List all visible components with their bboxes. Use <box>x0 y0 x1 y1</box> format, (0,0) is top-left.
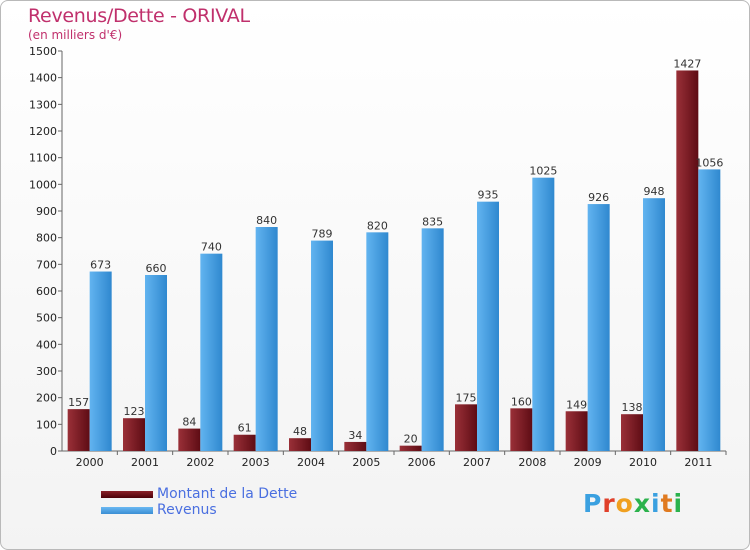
revenus-bar <box>477 201 499 451</box>
legend-item-revenus: Revenus <box>101 502 297 518</box>
logo-letter: r <box>602 489 616 518</box>
logo-letter: x <box>633 489 651 518</box>
revenus-bar <box>698 169 721 451</box>
revenus-value-label: 673 <box>90 259 111 272</box>
x-tick-label: 2003 <box>242 456 270 469</box>
dette-value-label: 1427 <box>673 57 701 70</box>
revenus-bar <box>255 227 278 451</box>
x-tick-label: 2006 <box>408 456 436 469</box>
chart-title: Revenus/Dette - ORIVAL <box>28 5 250 27</box>
y-tick-label: 1300 <box>29 98 57 111</box>
dette-bar <box>565 411 588 451</box>
y-tick-label: 0 <box>50 445 57 458</box>
revenus-value-label: 1056 <box>695 156 723 169</box>
revenus-bar <box>532 177 555 451</box>
dette-value-label: 160 <box>511 395 532 408</box>
y-tick-label: 400 <box>36 338 57 351</box>
y-tick-label: 800 <box>36 232 57 245</box>
dette-bar <box>676 70 699 451</box>
dette-bar <box>178 428 201 451</box>
legend-swatch-dette <box>101 490 153 498</box>
y-tick-label: 200 <box>36 392 57 405</box>
revenus-bar <box>200 253 223 451</box>
x-tick-label: 2008 <box>518 456 546 469</box>
y-tick-label: 500 <box>36 312 57 325</box>
revenus-value-label: 789 <box>312 228 333 241</box>
y-tick-label: 900 <box>36 205 57 218</box>
x-tick-label: 2005 <box>352 456 380 469</box>
dette-bar <box>399 445 422 451</box>
dette-value-label: 123 <box>124 405 145 418</box>
logo-letter: P <box>583 489 603 518</box>
dette-value-label: 157 <box>68 396 89 409</box>
y-tick-label: 100 <box>36 418 57 431</box>
y-tick-label: 1500 <box>29 45 57 58</box>
revenus-value-label: 820 <box>367 219 388 232</box>
x-tick-label: 2004 <box>297 456 325 469</box>
revenus-value-label: 926 <box>588 191 609 204</box>
legend: Montant de la Dette Revenus <box>101 486 297 518</box>
revenus-bar <box>587 204 610 451</box>
dette-bar <box>289 438 311 451</box>
dette-bar <box>344 441 367 451</box>
logo-letter: t <box>660 489 674 518</box>
revenus-bar <box>311 240 333 451</box>
legend-swatch-revenus <box>101 506 153 514</box>
x-tick-label: 2009 <box>574 456 602 469</box>
logo-letter: i <box>651 489 661 518</box>
revenus-bar <box>145 275 167 451</box>
revenus-value-label: 835 <box>422 215 443 228</box>
dette-bar <box>233 434 256 451</box>
dette-bar <box>67 409 90 451</box>
revenus-value-label: 1025 <box>529 165 557 178</box>
dette-value-label: 20 <box>404 433 418 446</box>
y-tick-label: 1200 <box>29 125 57 138</box>
revenus-value-label: 840 <box>256 214 277 227</box>
dette-value-label: 84 <box>182 416 196 429</box>
y-tick-label: 600 <box>36 285 57 298</box>
dette-value-label: 175 <box>456 391 477 404</box>
y-tick-label: 700 <box>36 258 57 271</box>
y-tick-label: 300 <box>36 365 57 378</box>
dette-bar <box>123 418 145 451</box>
x-tick-label: 2001 <box>131 456 159 469</box>
dette-bar <box>455 404 477 451</box>
chart-subtitle: (en milliers d'€) <box>28 28 123 42</box>
revenus-bar <box>366 232 389 451</box>
dette-bar <box>510 408 533 451</box>
dette-value-label: 34 <box>348 429 362 442</box>
logo-letter: i <box>673 489 684 518</box>
legend-item-dette: Montant de la Dette <box>101 486 297 502</box>
x-tick-label: 2007 <box>463 456 491 469</box>
dette-bar <box>621 414 643 451</box>
revenus-value-label: 740 <box>201 241 222 254</box>
dette-value-label: 48 <box>293 425 307 438</box>
revenus-bar <box>89 271 112 451</box>
legend-label-dette: Montant de la Dette <box>157 486 298 502</box>
y-tick-label: 1100 <box>29 152 57 165</box>
revenus-bar <box>421 228 444 451</box>
x-tick-label: 2002 <box>186 456 214 469</box>
dette-value-label: 149 <box>566 398 587 411</box>
y-tick-label: 1400 <box>29 72 57 85</box>
x-tick-label: 2000 <box>76 456 104 469</box>
x-tick-label: 2011 <box>684 456 712 469</box>
dette-value-label: 138 <box>622 401 643 414</box>
revenus-bar <box>643 198 665 451</box>
logo-letter: o <box>615 489 634 518</box>
legend-label-revenus: Revenus <box>157 502 217 518</box>
revenus-value-label: 935 <box>478 189 499 202</box>
y-tick-label: 1000 <box>29 178 57 191</box>
revenus-value-label: 660 <box>146 262 167 275</box>
x-tick-label: 2010 <box>629 456 657 469</box>
revenus-value-label: 948 <box>644 185 665 198</box>
dette-value-label: 61 <box>238 422 252 435</box>
proxiti-logo: Proxiti <box>583 489 683 518</box>
